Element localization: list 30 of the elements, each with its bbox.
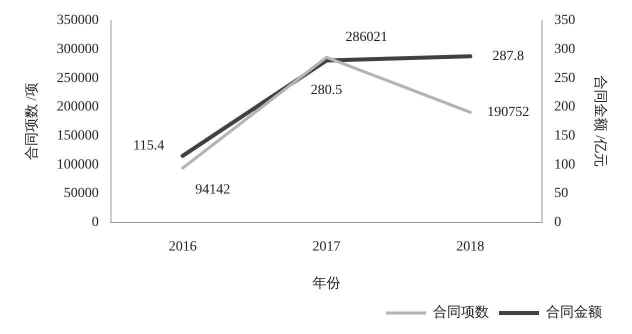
- y2-axis-title: 合同金额 /亿元: [592, 76, 608, 168]
- data-label: 286021: [346, 30, 388, 45]
- y-tick-label: 150000: [56, 128, 99, 144]
- data-label: 287.8: [492, 48, 524, 64]
- y2-tick-label: 200: [554, 100, 576, 115]
- legend-label: 合同金额: [546, 304, 602, 321]
- data-label: 280.5: [310, 83, 342, 98]
- x-tick-label: 2018: [456, 239, 484, 254]
- y2-tick-label: 50: [554, 186, 568, 202]
- x-axis-title: 年份: [312, 275, 340, 292]
- legend-label: 合同项数: [433, 304, 489, 321]
- y-tick-label: 200000: [56, 100, 99, 115]
- data-label: 190752: [487, 104, 530, 120]
- y2-tick-label: 350: [554, 13, 576, 28]
- y2-tick-label: 0: [554, 215, 562, 230]
- y-tick-label: 0: [92, 215, 99, 230]
- y-tick-label: 50000: [64, 186, 99, 202]
- x-tick-label: 2016: [168, 239, 197, 254]
- y-tick-label: 300000: [56, 42, 99, 57]
- x-tick-label: 2017: [312, 239, 340, 254]
- data-label: 94142: [195, 182, 230, 198]
- y2-tick-label: 250: [554, 70, 576, 86]
- y2-tick-label: 300: [554, 42, 576, 57]
- y-tick-label: 350000: [56, 13, 99, 28]
- data-label: 115.4: [133, 138, 164, 154]
- y-tick-label: 250000: [56, 70, 99, 86]
- y-axis-title: 合同项数 /项: [24, 82, 40, 160]
- y2-tick-label: 150: [554, 128, 576, 144]
- y-tick-label: 100000: [56, 157, 99, 172]
- y2-tick-label: 100: [554, 157, 576, 172]
